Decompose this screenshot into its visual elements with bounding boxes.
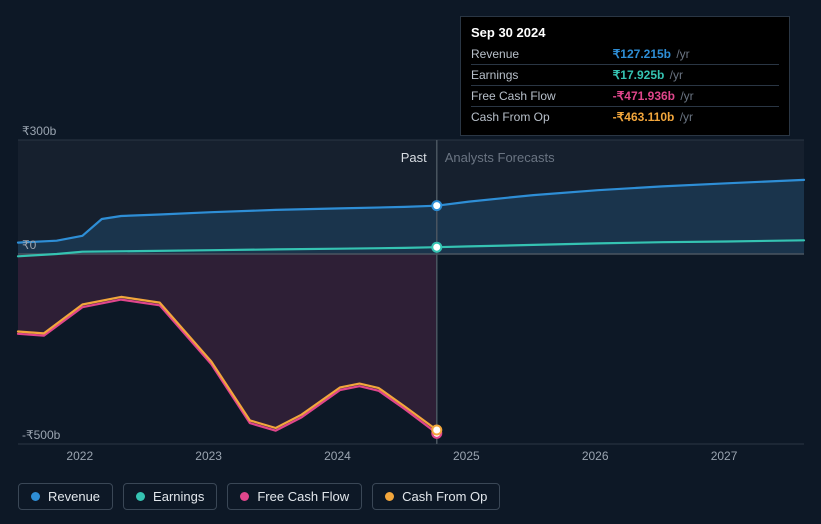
tooltip-row-value: -₹463.110b /yr [613, 107, 779, 128]
legend-item-cfo[interactable]: Cash From Op [372, 483, 500, 510]
tooltip-row-label: Free Cash Flow [471, 86, 613, 107]
x-tick-label: 2027 [711, 449, 738, 463]
y-tick-label: -₹500b [22, 428, 60, 442]
x-tick-label: 2024 [324, 449, 351, 463]
legend-label: Cash From Op [402, 489, 487, 504]
tooltip-row: Revenue₹127.215b /yr [471, 44, 779, 65]
legend-label: Earnings [153, 489, 204, 504]
legend-item-fcf[interactable]: Free Cash Flow [227, 483, 362, 510]
tooltip-row-label: Earnings [471, 65, 613, 86]
tooltip-row: Earnings₹17.925b /yr [471, 65, 779, 86]
tooltip-row: Cash From Op-₹463.110b /yr [471, 107, 779, 128]
legend-dot-icon [136, 492, 145, 501]
x-tick-label: 2022 [66, 449, 93, 463]
x-tick-label: 2026 [582, 449, 609, 463]
x-tick-label: 2025 [453, 449, 480, 463]
legend-dot-icon [385, 492, 394, 501]
legend-item-revenue[interactable]: Revenue [18, 483, 113, 510]
tooltip-row-label: Cash From Op [471, 107, 613, 128]
tooltip-row-value: ₹127.215b /yr [613, 44, 779, 65]
marker-dot-revenue [432, 201, 441, 210]
x-tick-label: 2023 [195, 449, 222, 463]
y-tick-label: ₹300b [22, 124, 56, 138]
financials-chart: Past Analysts Forecasts ₹300b ₹0 -₹500b 20… [0, 0, 821, 524]
tooltip-date: Sep 30 2024 [471, 25, 779, 40]
tooltip-row: Free Cash Flow-₹471.936b /yr [471, 86, 779, 107]
legend-label: Revenue [48, 489, 100, 504]
section-label-forecast: Analysts Forecasts [445, 150, 555, 165]
hover-tooltip: Sep 30 2024 Revenue₹127.215b /yrEarnings… [460, 16, 790, 136]
legend-label: Free Cash Flow [257, 489, 349, 504]
legend-dot-icon [240, 492, 249, 501]
marker-dot-earnings [432, 243, 441, 252]
legend-dot-icon [31, 492, 40, 501]
y-tick-label: ₹0 [22, 238, 36, 252]
tooltip-row-value: -₹471.936b /yr [613, 86, 779, 107]
tooltip-row-value: ₹17.925b /yr [613, 65, 779, 86]
marker-dot-cfo [432, 425, 441, 434]
tooltip-table: Revenue₹127.215b /yrEarnings₹17.925b /yr… [471, 44, 779, 127]
legend: Revenue Earnings Free Cash Flow Cash From O… [18, 483, 500, 510]
legend-item-earnings[interactable]: Earnings [123, 483, 217, 510]
tooltip-row-label: Revenue [471, 44, 613, 65]
section-label-past: Past [401, 150, 427, 165]
